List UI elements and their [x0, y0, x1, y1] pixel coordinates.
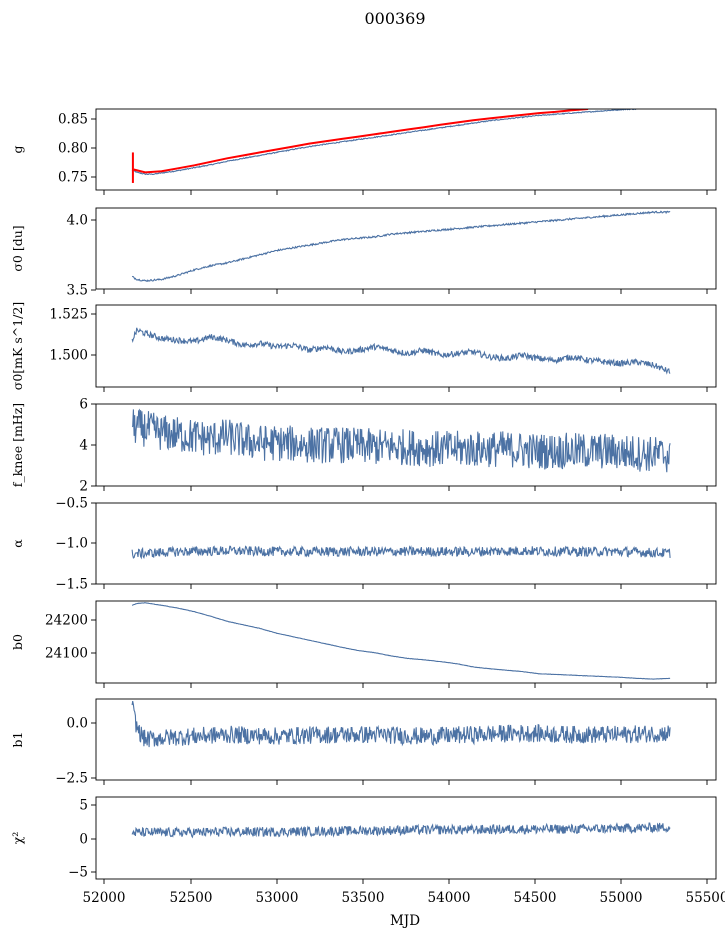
panel-frame: [95, 207, 717, 290]
panel-4: 2 4 6 f_knee [mHz]: [10, 397, 717, 495]
y-tick-label: 0.75: [58, 170, 88, 186]
series-line-5: [131, 545, 671, 560]
fit-line: [133, 109, 589, 174]
y-tick-label: 4.0: [67, 213, 88, 229]
panel-frame: [95, 502, 717, 585]
y-axis-label: b0: [10, 634, 25, 650]
panel-1: 0.75 0.80 0.85 g: [10, 108, 717, 195]
panel-2: 3.5 4.0 σ0 [du]: [10, 207, 717, 299]
x-tick-label: 52500: [170, 890, 213, 906]
y-tick-label: −2.5: [55, 771, 88, 787]
y-axis-label: σ0[mK s^1/2]: [10, 302, 25, 390]
y-tick-label: 0.80: [58, 141, 88, 157]
series-line-6: [131, 602, 671, 680]
panels: 0.75 0.80 0.85 g 3.5 4.0 σ0 [du] 1.500 1.525 σ0[m…: [10, 108, 717, 884]
panel-7: −2.5 0.0 b1: [10, 698, 717, 787]
x-tick-label: 54000: [428, 890, 471, 906]
y-axis-label: σ0 [du]: [10, 225, 25, 271]
y-tick-label: −1.5: [55, 577, 88, 593]
y-axis-label: g: [10, 145, 25, 153]
y-tick-label: 0: [79, 832, 88, 848]
series-line-7: [131, 700, 671, 748]
x-tick-label: 54500: [514, 890, 557, 906]
y-tick-label: 1.500: [49, 348, 88, 364]
panel-frame: [95, 796, 717, 880]
y-tick-label: −1.0: [55, 536, 88, 552]
panel-3: 1.500 1.525 σ0[mK s^1/2]: [10, 302, 717, 392]
y-axis-label: f_knee [mHz]: [10, 403, 25, 487]
y-tick-label: 24100: [45, 646, 88, 662]
y-tick-label: 24200: [45, 613, 88, 629]
x-tick-label: 53500: [342, 890, 385, 906]
y-axis-label: α: [10, 539, 25, 548]
panel-frame: [95, 600, 717, 684]
y-tick-label: 2: [79, 479, 88, 495]
series-line-8: [131, 822, 671, 839]
x-axis-label: MJD: [390, 913, 420, 929]
y-tick-label: 0.0: [67, 716, 88, 732]
y-axis-label: χ²: [10, 832, 25, 845]
series-line-1: [131, 109, 638, 176]
figure-title: 000369: [364, 9, 425, 28]
series-line-2: [131, 210, 671, 282]
x-tick-label: 55000: [600, 890, 643, 906]
y-tick-label: −5: [68, 865, 88, 881]
panel-6: 24100 24200 b0: [10, 600, 717, 688]
x-tick-label: 55500: [686, 890, 725, 906]
series-line-4: [131, 408, 671, 473]
panel-5: −1.5 −1.0 −0.5 α: [10, 496, 717, 593]
y-tick-label: 5: [79, 798, 88, 814]
y-tick-label: 1.525: [49, 307, 88, 323]
x-tick-label: 53000: [256, 890, 299, 906]
y-tick-label: 0.85: [58, 112, 88, 128]
panel-frame: [95, 108, 717, 191]
series-line-3: [131, 327, 671, 375]
y-tick-label: 4: [79, 438, 88, 454]
panel-frame: [95, 304, 717, 388]
x-tick-label: 52000: [83, 890, 126, 906]
x-tick-labels: 52000 52500 53000 53500 54000 54500 55000 55500: [83, 890, 725, 906]
panel-frame: [95, 698, 717, 781]
y-tick-label: 3.5: [67, 283, 88, 299]
panel-8: −5 0 5 χ²: [10, 796, 717, 884]
y-tick-label: −0.5: [55, 496, 88, 512]
y-axis-label: b1: [10, 732, 25, 748]
y-tick-label: 6: [79, 397, 88, 413]
